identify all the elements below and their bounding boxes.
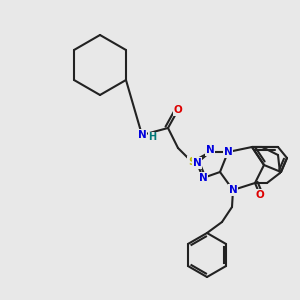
Text: N: N [224,147,232,157]
Text: N: N [138,130,146,140]
Text: N: N [193,158,201,168]
Text: N: N [199,173,207,183]
Text: H: H [148,132,156,142]
Text: O: O [174,105,182,115]
Text: O: O [256,190,264,200]
Text: N: N [206,145,214,155]
Text: S: S [188,157,196,167]
Text: N: N [229,185,237,195]
